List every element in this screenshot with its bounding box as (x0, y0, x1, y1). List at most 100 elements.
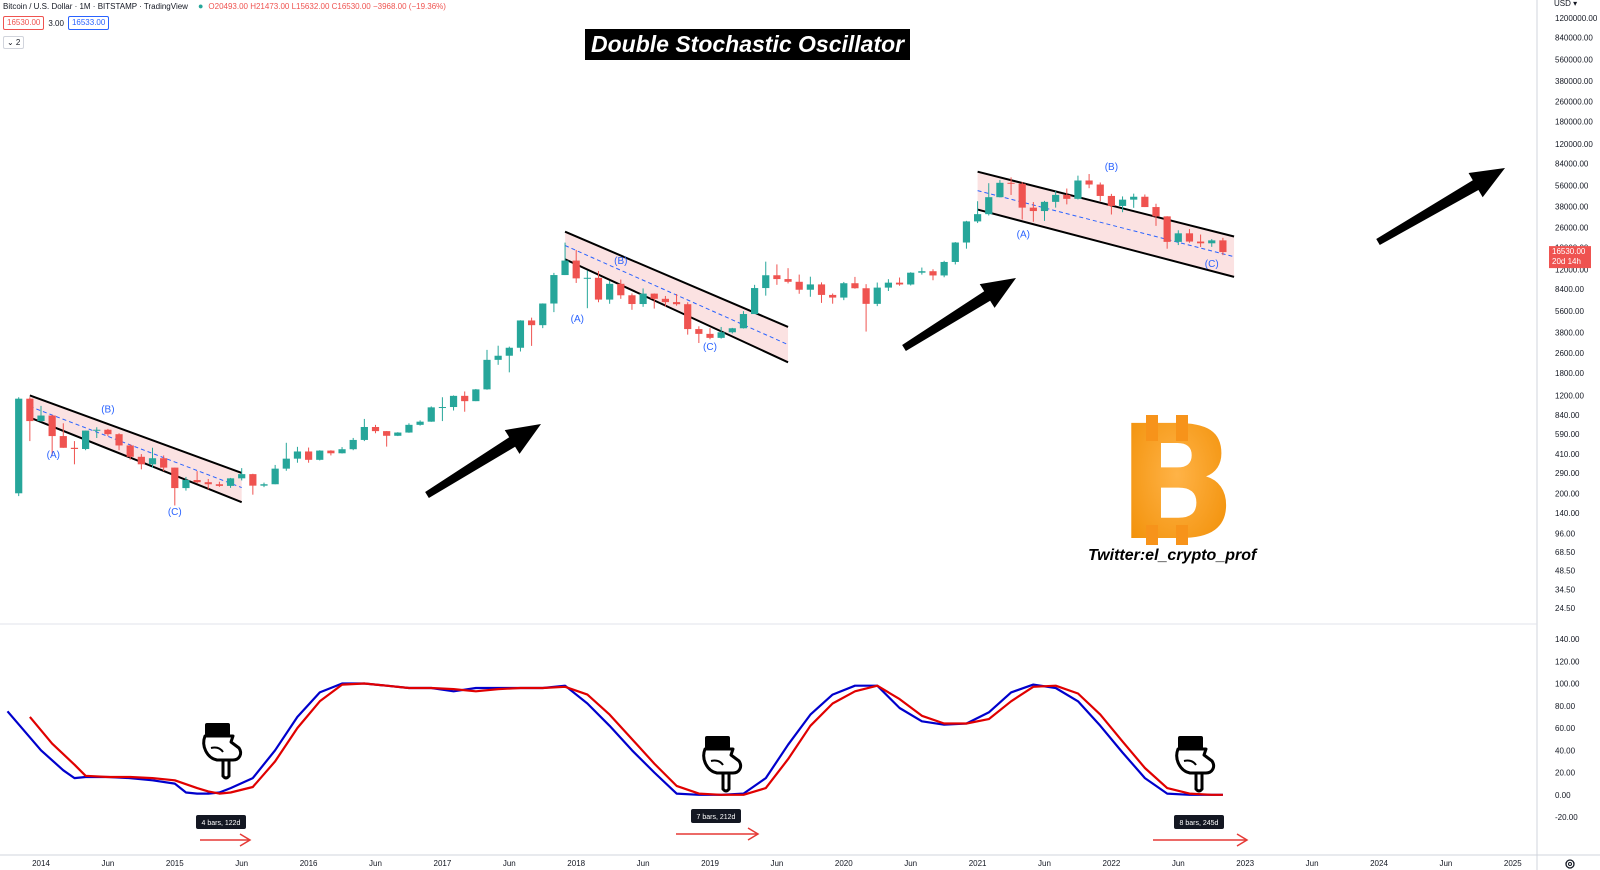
channel-upper-line[interactable] (564, 230, 789, 328)
candle-body[interactable] (1197, 241, 1205, 244)
candle-body[interactable] (795, 281, 803, 290)
symbol-header[interactable]: Bitcoin / U.S. Dollar · 1M · BITSTAMP · … (0, 0, 446, 12)
indicators-collapse-button[interactable]: ⌄ 2 (3, 36, 25, 49)
candle-body[interactable] (438, 407, 446, 409)
candle-body[interactable] (1208, 240, 1216, 244)
candle-body[interactable] (15, 398, 23, 494)
candle-body[interactable] (416, 421, 424, 425)
channel-lower-line[interactable] (564, 258, 789, 364)
candle-body[interactable] (461, 395, 469, 402)
candle-body[interactable] (360, 426, 368, 440)
candle-body[interactable] (271, 468, 279, 485)
candle-body[interactable] (160, 458, 168, 468)
candle-body[interactable] (996, 182, 1004, 198)
candle-body[interactable] (126, 445, 134, 457)
candle-body[interactable] (171, 467, 179, 489)
candle-body[interactable] (606, 283, 614, 300)
candle-body[interactable] (1007, 182, 1015, 184)
candle-body[interactable] (583, 277, 591, 279)
candle-body[interactable] (472, 389, 480, 402)
candle-body[interactable] (528, 320, 536, 326)
candle-body[interactable] (862, 288, 870, 304)
channel-lower-line[interactable] (977, 208, 1235, 278)
price-axis[interactable]: USD ▾ 1200000.00 840000.00 560000.00 380000.… (1549, 0, 1598, 613)
candle-body[interactable] (684, 304, 692, 330)
candle-body[interactable] (93, 429, 101, 431)
candle-body[interactable] (695, 329, 703, 334)
candle-body[interactable] (617, 283, 625, 296)
candle-body[interactable] (784, 279, 792, 282)
candle-body[interactable] (1130, 196, 1138, 200)
candle-body[interactable] (728, 328, 736, 333)
candle-body[interactable] (773, 275, 781, 280)
candle-body[interactable] (650, 293, 658, 299)
candle-body[interactable] (48, 415, 56, 437)
candle-body[interactable] (940, 261, 948, 276)
candle-body[interactable] (282, 458, 290, 469)
candle-body[interactable] (70, 447, 79, 449)
candle-body[interactable] (104, 429, 112, 435)
candle-body[interactable] (59, 436, 67, 448)
candle-body[interactable] (226, 478, 235, 486)
candle-body[interactable] (561, 260, 569, 276)
channel-lower-line[interactable] (29, 416, 243, 504)
candle-body[interactable] (1074, 180, 1082, 199)
symbol-title[interactable]: Bitcoin / U.S. Dollar · 1M · BITSTAMP · … (3, 1, 188, 11)
candle-body[interactable] (1152, 207, 1160, 217)
candle-body[interactable] (1185, 233, 1194, 242)
candle-body[interactable] (338, 449, 346, 454)
oscillator-axis[interactable]: 140.00 120.00 100.00 80.00 60.00 40.00 20.00 0.… (1555, 635, 1580, 822)
candle-body[interactable] (974, 214, 982, 222)
candle-body[interactable] (371, 426, 380, 432)
candle-body[interactable] (305, 451, 313, 460)
candle-body[interactable] (37, 415, 45, 422)
candle-body[interactable] (539, 303, 547, 326)
candle-body[interactable] (1118, 199, 1127, 206)
candle-body[interactable] (817, 284, 826, 295)
candle-body[interactable] (929, 271, 937, 276)
candle-body[interactable] (405, 424, 413, 433)
trend-arrow[interactable] (1371, 156, 1512, 254)
candle-body[interactable] (505, 347, 513, 356)
candle-body[interactable] (137, 456, 145, 465)
channel-upper-line[interactable] (977, 170, 1235, 238)
candle-body[interactable] (1018, 183, 1026, 208)
candle-body[interactable] (293, 451, 302, 459)
candle-body[interactable] (951, 242, 959, 262)
candle-body[interactable] (327, 450, 335, 454)
candle-body[interactable] (594, 277, 603, 300)
candle-body[interactable] (895, 282, 904, 285)
candle-body[interactable] (383, 431, 391, 436)
candle-body[interactable] (962, 221, 971, 243)
candle-body[interactable] (449, 395, 458, 408)
candle-body[interactable] (82, 430, 90, 449)
stoch-d-line[interactable] (29, 682, 1223, 796)
candle-body[interactable] (1174, 233, 1182, 242)
candle-body[interactable] (1063, 194, 1071, 199)
candle-body[interactable] (672, 302, 681, 305)
candle-body[interactable] (1029, 207, 1037, 212)
candle-body[interactable] (349, 439, 357, 450)
trend-arrow[interactable] (420, 412, 549, 507)
time-axis[interactable]: 2014 Jun 2015 Jun 2016 Jun 2017 Jun 2018 Jun 2019 J… (32, 859, 1522, 868)
candle-body[interactable] (1163, 216, 1171, 242)
candle-body[interactable] (661, 298, 669, 303)
sell-price-pill[interactable]: 16530.00 (3, 16, 45, 30)
candle-body[interactable] (762, 275, 770, 289)
candle-body[interactable] (427, 407, 435, 422)
candle-body[interactable] (873, 287, 881, 304)
candle-body[interactable] (1085, 180, 1093, 185)
candle-body[interactable] (985, 197, 993, 215)
candle-body[interactable] (884, 282, 892, 288)
channel-upper-line[interactable] (29, 394, 243, 474)
candle-body[interactable] (628, 295, 636, 305)
candle-body[interactable] (1107, 195, 1115, 206)
candle-body[interactable] (1040, 201, 1049, 212)
candle-body[interactable] (115, 434, 123, 446)
candle-body[interactable] (1141, 196, 1149, 208)
candle-body[interactable] (204, 482, 212, 485)
candle-body[interactable] (193, 480, 201, 483)
candle-body[interactable] (494, 355, 502, 360)
candle-body[interactable] (394, 432, 402, 436)
candle-body[interactable] (1219, 240, 1227, 253)
